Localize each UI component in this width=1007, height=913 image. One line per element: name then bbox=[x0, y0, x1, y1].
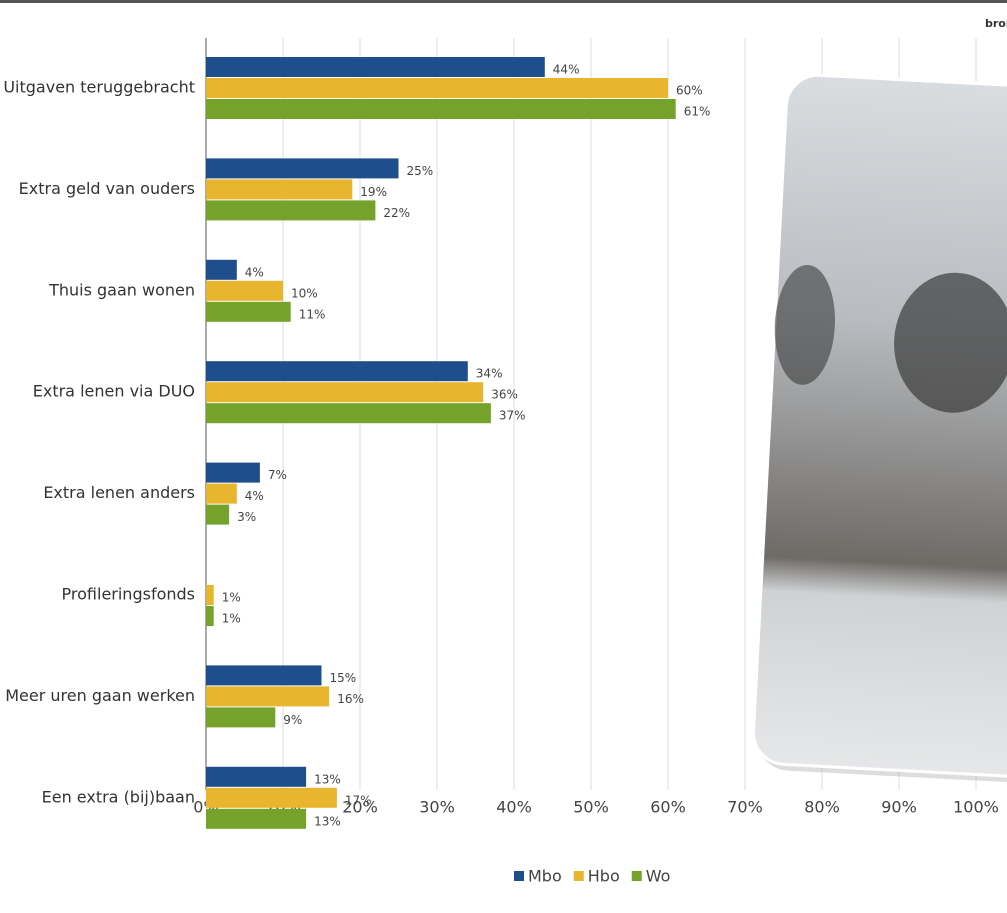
bar bbox=[206, 585, 214, 605]
value-label: 4% bbox=[245, 489, 264, 503]
bar bbox=[206, 403, 491, 423]
value-label: 22% bbox=[383, 206, 410, 220]
value-label: 44% bbox=[553, 63, 580, 77]
bar bbox=[206, 179, 352, 199]
value-label: 1% bbox=[222, 591, 241, 605]
top-rule bbox=[0, 0, 1007, 3]
bar bbox=[206, 788, 337, 808]
category-label: Extra lenen anders bbox=[43, 483, 195, 502]
bar bbox=[206, 302, 291, 322]
bar bbox=[206, 686, 329, 706]
bar bbox=[206, 505, 229, 525]
value-label: 15% bbox=[330, 671, 357, 685]
value-label: 11% bbox=[299, 307, 326, 321]
x-tick-label: 30% bbox=[419, 798, 455, 817]
x-tick-label: 50% bbox=[573, 798, 609, 817]
bar bbox=[206, 78, 668, 98]
value-label: 10% bbox=[291, 286, 318, 300]
category-label: Uitgaven teruggebracht bbox=[3, 78, 195, 97]
page: bron 0%10%20%30%40%50%60%70%80%90%100%Ui… bbox=[0, 0, 1007, 913]
value-label: 3% bbox=[237, 510, 256, 524]
bar bbox=[206, 606, 214, 626]
bar bbox=[206, 665, 322, 685]
bar bbox=[206, 260, 237, 280]
category-label: Thuis gaan wonen bbox=[48, 280, 195, 299]
legend-label: Wo bbox=[646, 867, 671, 886]
x-tick-label: 90% bbox=[881, 798, 917, 817]
x-tick-label: 100% bbox=[953, 798, 999, 817]
value-label: 25% bbox=[407, 164, 434, 178]
bar bbox=[206, 158, 399, 178]
value-label: 4% bbox=[245, 265, 264, 279]
category-label: Extra lenen via DUO bbox=[33, 382, 195, 401]
legend-swatch bbox=[514, 871, 524, 881]
value-label: 61% bbox=[684, 105, 711, 119]
chart: bron 0%10%20%30%40%50%60%70%80%90%100%Ui… bbox=[0, 0, 1007, 913]
value-label: 9% bbox=[283, 713, 302, 727]
value-label: 36% bbox=[491, 388, 518, 402]
value-label: 34% bbox=[476, 367, 503, 381]
category-label: Meer uren gaan werken bbox=[5, 686, 195, 705]
x-tick-label: 60% bbox=[650, 798, 686, 817]
x-tick-label: 40% bbox=[496, 798, 532, 817]
photo bbox=[752, 74, 1007, 787]
x-tick-label: 70% bbox=[727, 798, 763, 817]
bar bbox=[206, 57, 545, 77]
value-label: 37% bbox=[499, 409, 526, 423]
bar bbox=[206, 463, 260, 483]
bar bbox=[206, 281, 283, 301]
legend-swatch bbox=[632, 871, 642, 881]
legend-swatch bbox=[574, 871, 584, 881]
value-label: 19% bbox=[360, 185, 387, 199]
x-tick-label: 80% bbox=[804, 798, 840, 817]
value-label: 60% bbox=[676, 84, 703, 98]
bar bbox=[206, 200, 375, 220]
value-label: 1% bbox=[222, 612, 241, 626]
value-label: 17% bbox=[345, 793, 372, 807]
bar bbox=[206, 809, 306, 829]
value-label: 13% bbox=[314, 814, 341, 828]
legend-label: Hbo bbox=[588, 867, 620, 886]
category-label: Een extra (bij)baan bbox=[42, 787, 195, 806]
legend-label: Mbo bbox=[528, 867, 562, 886]
bar bbox=[206, 361, 468, 381]
value-label: 7% bbox=[268, 468, 287, 482]
bar bbox=[206, 707, 275, 727]
category-label: Extra geld van ouders bbox=[19, 179, 195, 198]
bar bbox=[206, 99, 676, 119]
category-label: Profileringsfonds bbox=[62, 585, 195, 604]
bar bbox=[206, 767, 306, 787]
value-label: 13% bbox=[314, 772, 341, 786]
value-label: 16% bbox=[337, 692, 364, 706]
source-label: bron bbox=[985, 17, 1007, 30]
bar bbox=[206, 382, 483, 402]
bar bbox=[206, 484, 237, 504]
